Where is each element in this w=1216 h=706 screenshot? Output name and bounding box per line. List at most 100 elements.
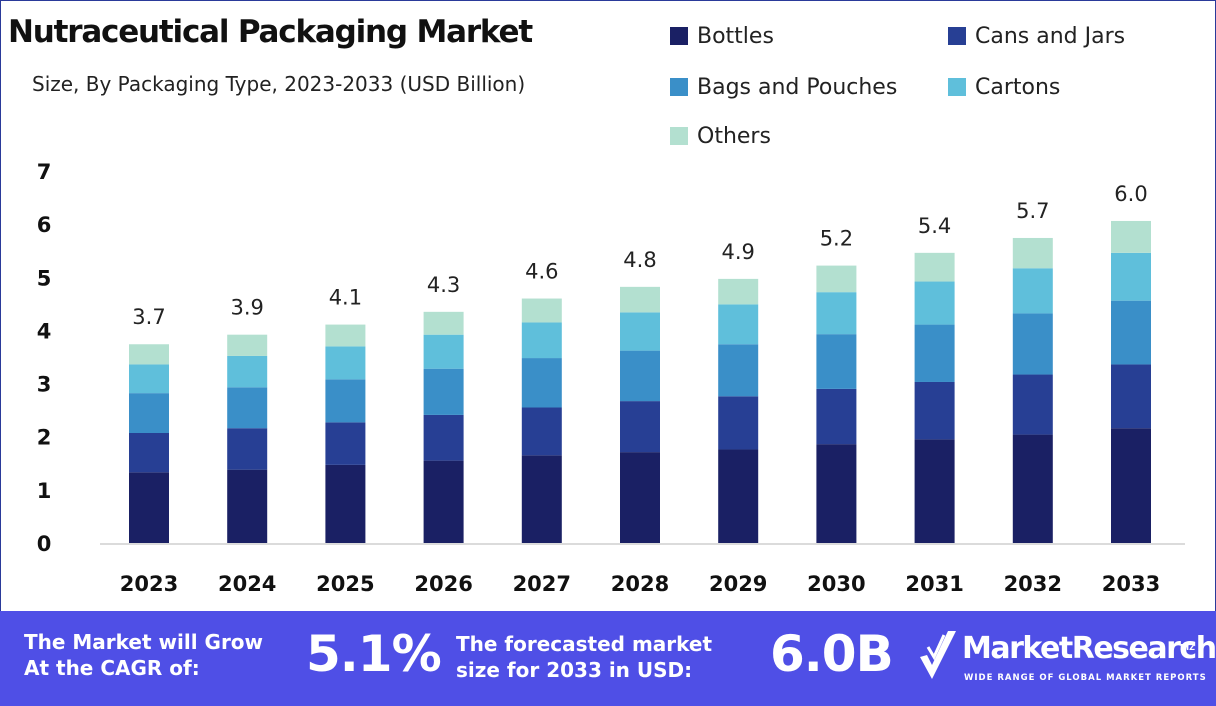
- bar-segment-bags-and-pouches: [718, 344, 759, 397]
- footer-banner: The Market will Grow At the CAGR of: 5.1…: [0, 611, 1216, 706]
- legend-swatch-bags-and-pouches: [670, 78, 688, 96]
- x-tick-label: 2028: [611, 572, 669, 596]
- bar-total-label: 3.9: [230, 296, 263, 320]
- bar-segment-others: [816, 265, 857, 293]
- marketresearch-logo: MarketResearch BIZ WIDE RANGE OF GLOBAL …: [918, 625, 1216, 695]
- bar-segment-bottles: [1111, 428, 1151, 543]
- bar-segment-cans-and-jars: [1012, 374, 1053, 435]
- x-tick-label: 2030: [807, 572, 865, 596]
- bar-segment-bottles: [325, 464, 366, 543]
- x-tick-label: 2033: [1102, 572, 1160, 596]
- bar-segment-cartons: [521, 322, 562, 359]
- bar-total-label: 6.0: [1114, 182, 1147, 206]
- legend-item-bags-and-pouches: Bags and Pouches: [670, 72, 897, 102]
- bar-segment-cartons: [1111, 252, 1151, 301]
- bar-total-label: 4.3: [427, 273, 460, 297]
- logo-tagline: WIDE RANGE OF GLOBAL MARKET REPORTS: [964, 673, 1207, 683]
- bar-segment-bags-and-pouches: [620, 350, 660, 402]
- bar-segment-others: [521, 298, 562, 323]
- y-tick-label: 0: [37, 532, 52, 556]
- bar-total-label: 4.9: [721, 240, 754, 264]
- legend-label-bottles: Bottles: [697, 23, 774, 49]
- x-tick-label: 2029: [709, 572, 767, 596]
- bar-segment-bottles: [129, 472, 169, 543]
- bar-segment-bottles: [1012, 434, 1053, 543]
- bar-segment-others: [914, 252, 955, 282]
- bar-segment-bottles: [521, 455, 562, 543]
- bar-segment-cans-and-jars: [227, 428, 268, 470]
- bar-segment-bottles: [423, 460, 464, 543]
- logo-check-icon: [920, 631, 956, 679]
- bar-total-label: 5.4: [918, 214, 951, 238]
- y-tick-label: 5: [37, 266, 52, 290]
- bar-segment-cartons: [227, 355, 268, 388]
- bar-segment-others: [423, 311, 464, 335]
- bar-segment-others: [1111, 220, 1151, 253]
- bar-segment-cans-and-jars: [1111, 364, 1151, 429]
- bar-segment-others: [1012, 237, 1053, 269]
- bar-segment-cans-and-jars: [129, 432, 169, 473]
- bar-segment-others: [129, 344, 169, 365]
- bar-segment-cans-and-jars: [620, 401, 660, 453]
- bar-segment-bags-and-pouches: [227, 387, 268, 429]
- bar-segment-bags-and-pouches: [325, 379, 366, 423]
- bar-segment-others: [718, 278, 759, 305]
- legend-swatch-cans-and-jars: [948, 27, 966, 45]
- x-tick-label: 2027: [513, 572, 571, 596]
- forecast-label-text: The forecasted market size for 2033 in U…: [456, 632, 713, 682]
- bar-segment-cartons: [325, 346, 366, 380]
- logo-suffix: BIZ: [1180, 643, 1195, 652]
- bar-total-label: 4.1: [329, 286, 362, 310]
- bar-segment-cans-and-jars: [816, 388, 857, 445]
- bar-segment-cartons: [816, 292, 857, 335]
- bar-segment-cartons: [423, 334, 464, 369]
- bar-total-label: 4.6: [525, 260, 558, 284]
- y-tick-label: 3: [37, 373, 52, 397]
- legend-item-others: Others: [670, 121, 771, 151]
- legend-item-cans-and-jars: Cans and Jars: [948, 21, 1125, 51]
- cagr-label: The Market will Grow At the CAGR of:: [24, 629, 263, 681]
- bar-segment-cartons: [620, 312, 660, 351]
- bar-segment-cans-and-jars: [718, 396, 759, 450]
- legend-label-bags-and-pouches: Bags and Pouches: [697, 74, 898, 100]
- y-tick-label: 6: [37, 213, 52, 237]
- legend-label-cans-and-jars: Cans and Jars: [975, 23, 1126, 49]
- bar-segment-others: [325, 324, 366, 347]
- legend-swatch-bottles: [670, 27, 688, 45]
- legend-swatch-cartons: [948, 78, 966, 96]
- y-tick-label: 4: [37, 319, 52, 343]
- bar-segment-bottles: [227, 469, 268, 543]
- bar-segment-bags-and-pouches: [1111, 300, 1151, 365]
- bar-total-label: 5.7: [1016, 199, 1049, 223]
- bar-segment-others: [227, 334, 268, 356]
- legend-label-others: Others: [697, 123, 771, 149]
- x-tick-label: 2025: [316, 572, 374, 596]
- bar-segment-bags-and-pouches: [129, 393, 169, 433]
- cagr-label-text: The Market will Grow At the CAGR of:: [24, 630, 264, 680]
- bar-segment-bags-and-pouches: [914, 324, 955, 382]
- x-tick-label: 2032: [1004, 572, 1062, 596]
- stacked-bar-chart: 0 1 2 3 4 5 6 7 3.7 2023 3.9 2024 4.1 2025 4.3 2026 4.6 2…: [37, 160, 1185, 596]
- legend-item-cartons: Cartons: [948, 72, 1060, 102]
- bar-segment-bottles: [914, 439, 955, 543]
- bar-segment-cartons: [129, 364, 169, 394]
- bar-segment-bottles: [620, 452, 660, 543]
- y-tick-label: 7: [37, 160, 52, 184]
- chart-subtitle: Size, By Packaging Type, 2023-2033 (USD …: [32, 72, 526, 96]
- bar-segment-others: [620, 286, 660, 313]
- x-tick-label: 2023: [120, 572, 178, 596]
- chart-title: Nutraceutical Packaging Market: [8, 14, 533, 50]
- y-tick-label: 1: [37, 479, 52, 503]
- bar-total-label: 5.2: [820, 227, 853, 251]
- bar-segment-bags-and-pouches: [1012, 313, 1053, 375]
- x-tick-label: 2026: [414, 572, 472, 596]
- bar-segment-cartons: [718, 304, 759, 345]
- bar-segment-cans-and-jars: [325, 422, 366, 465]
- bar-segment-cans-and-jars: [423, 414, 464, 461]
- logo-name: MarketResearch: [962, 631, 1216, 666]
- bar-segment-cans-and-jars: [914, 381, 955, 440]
- forecast-label: The forecasted market size for 2033 in U…: [456, 631, 712, 683]
- bar-segment-bags-and-pouches: [521, 358, 562, 408]
- bar-segment-cartons: [1012, 268, 1053, 314]
- x-tick-label: 2024: [218, 572, 276, 596]
